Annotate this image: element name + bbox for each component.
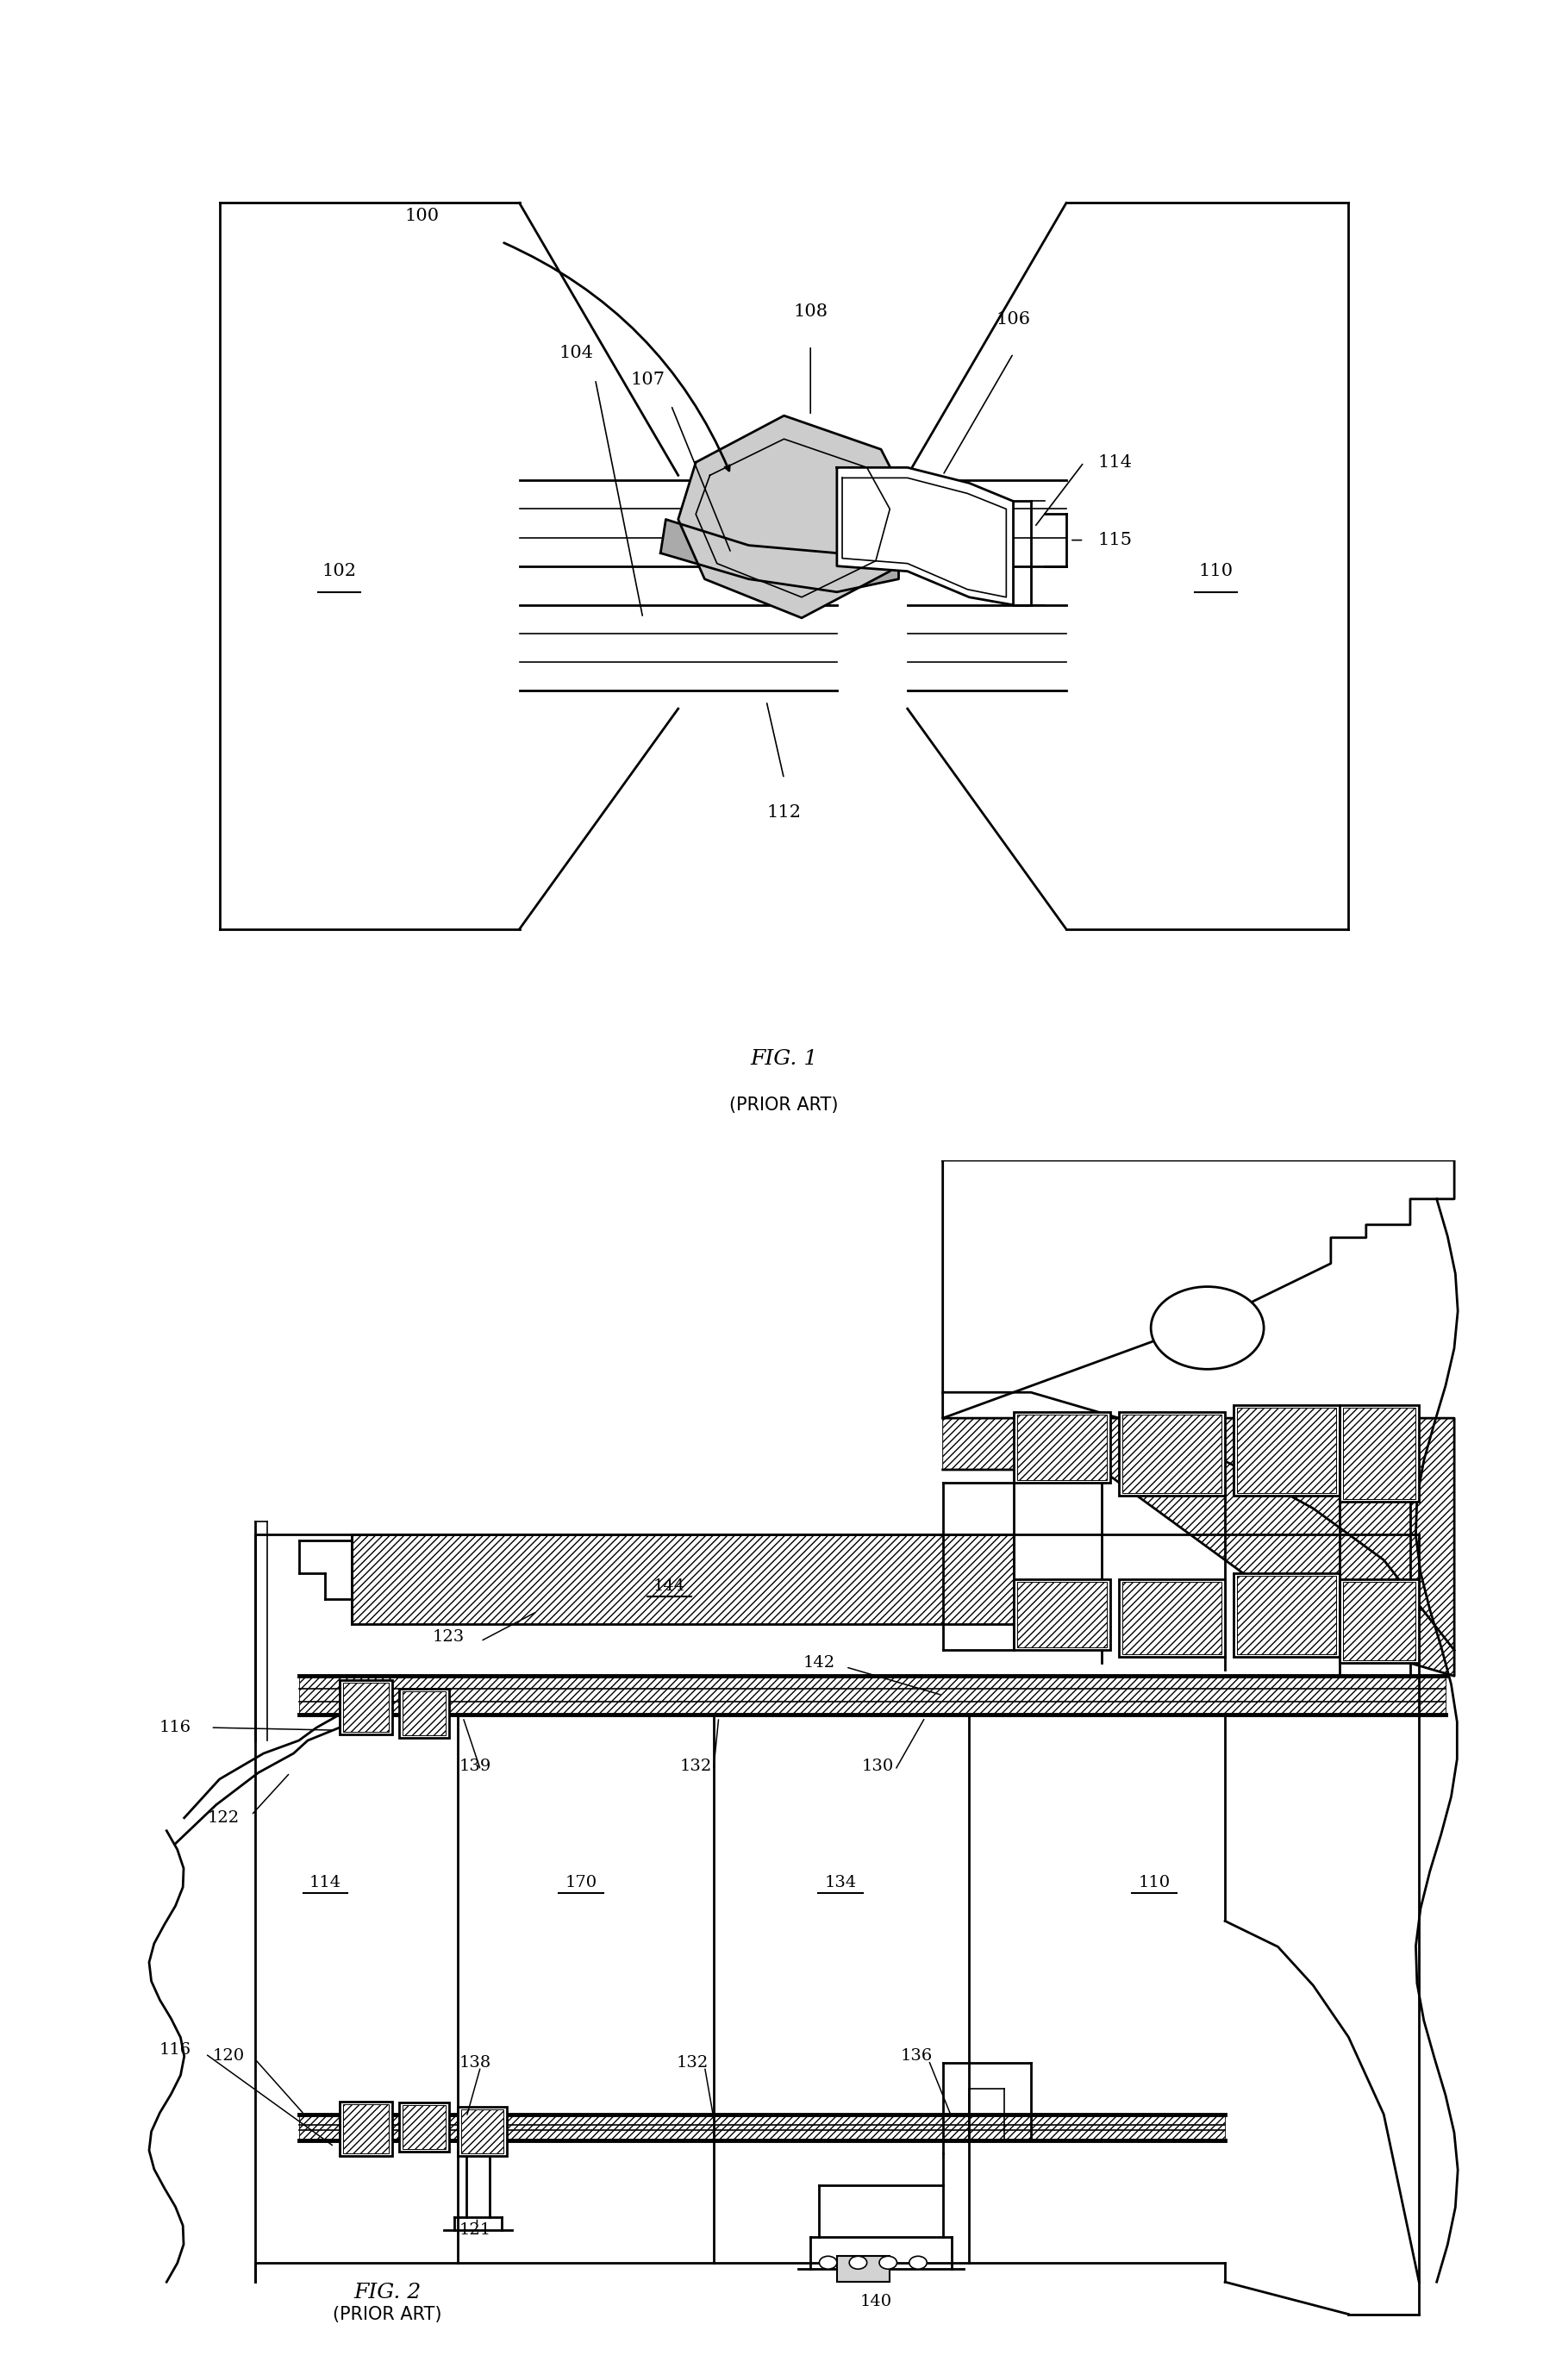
Bar <box>1120 1411 1225 1497</box>
Circle shape <box>880 2257 897 2269</box>
Polygon shape <box>837 466 1013 604</box>
Text: 136: 136 <box>900 2048 933 2065</box>
Text: (PRIOR ART): (PRIOR ART) <box>729 1096 839 1113</box>
Text: 112: 112 <box>767 805 801 822</box>
Text: 116: 116 <box>160 2041 191 2058</box>
Text: 134: 134 <box>825 1875 856 1890</box>
Circle shape <box>850 2257 867 2269</box>
Bar <box>340 2100 392 2155</box>
Bar <box>458 2108 506 2155</box>
Circle shape <box>820 2257 837 2269</box>
Text: 121: 121 <box>459 2224 491 2238</box>
Bar <box>1339 1579 1419 1662</box>
Text: 115: 115 <box>1098 533 1132 549</box>
Text: 140: 140 <box>859 2295 892 2309</box>
Text: 138: 138 <box>459 2055 491 2070</box>
Text: 114: 114 <box>1098 455 1132 471</box>
Bar <box>1013 1411 1110 1482</box>
Text: (PRIOR ART): (PRIOR ART) <box>332 2306 442 2323</box>
Text: 116: 116 <box>160 1719 191 1736</box>
Polygon shape <box>942 1160 1455 1418</box>
Circle shape <box>1151 1286 1264 1369</box>
Text: 142: 142 <box>803 1655 836 1672</box>
Text: 114: 114 <box>309 1875 342 1890</box>
Bar <box>1234 1572 1339 1658</box>
Text: FIG. 1: FIG. 1 <box>750 1049 818 1068</box>
Text: 170: 170 <box>564 1875 597 1890</box>
Text: 144: 144 <box>654 1577 685 1594</box>
Bar <box>837 2257 889 2283</box>
Bar <box>400 2103 448 2153</box>
Text: 108: 108 <box>793 303 828 320</box>
Text: 139: 139 <box>459 1759 491 1774</box>
Text: 107: 107 <box>630 372 665 388</box>
Bar <box>1120 1579 1225 1658</box>
Bar <box>400 1688 448 1738</box>
Text: 104: 104 <box>558 346 593 362</box>
Polygon shape <box>942 1418 1455 1677</box>
Text: 120: 120 <box>212 2048 245 2065</box>
Bar <box>1013 1579 1110 1650</box>
Text: 123: 123 <box>433 1629 464 1646</box>
Text: 110: 110 <box>1138 1875 1170 1890</box>
Text: 130: 130 <box>861 1759 894 1774</box>
Bar <box>351 1534 1013 1624</box>
Bar <box>340 1679 392 1733</box>
Text: FIG. 2: FIG. 2 <box>353 2283 420 2302</box>
Polygon shape <box>677 417 908 618</box>
Bar <box>1234 1404 1339 1497</box>
Text: 132: 132 <box>676 2055 709 2070</box>
Circle shape <box>909 2257 927 2269</box>
Bar <box>1339 1404 1419 1501</box>
Text: 100: 100 <box>405 208 439 225</box>
Text: 122: 122 <box>207 1809 238 1826</box>
Text: 102: 102 <box>323 564 356 580</box>
Text: 132: 132 <box>681 1759 712 1774</box>
Text: 106: 106 <box>996 313 1030 327</box>
Polygon shape <box>660 519 898 592</box>
Text: 110: 110 <box>1200 564 1234 580</box>
